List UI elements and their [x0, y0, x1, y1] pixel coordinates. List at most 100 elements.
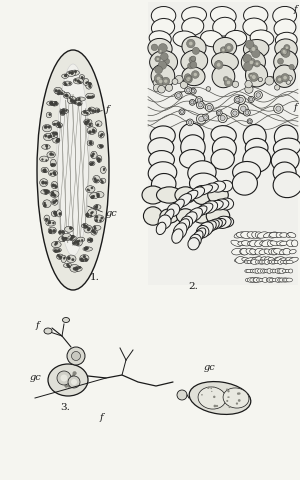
Circle shape [190, 88, 196, 94]
Circle shape [41, 181, 45, 184]
Ellipse shape [53, 248, 62, 252]
Circle shape [100, 135, 102, 137]
Circle shape [238, 399, 241, 402]
Ellipse shape [152, 173, 176, 195]
Circle shape [65, 373, 66, 375]
Circle shape [255, 62, 259, 65]
Ellipse shape [43, 200, 51, 207]
Ellipse shape [51, 101, 58, 106]
Circle shape [223, 76, 229, 82]
Circle shape [274, 85, 280, 90]
Ellipse shape [60, 109, 65, 116]
Ellipse shape [177, 219, 190, 234]
Ellipse shape [211, 181, 226, 192]
Circle shape [67, 257, 70, 260]
Ellipse shape [278, 260, 283, 264]
Ellipse shape [52, 199, 58, 205]
Circle shape [49, 222, 51, 224]
Ellipse shape [54, 87, 62, 94]
Circle shape [44, 202, 46, 204]
Circle shape [71, 237, 73, 239]
Ellipse shape [50, 191, 59, 197]
Circle shape [58, 123, 61, 126]
Circle shape [191, 71, 199, 78]
Circle shape [59, 255, 62, 259]
Ellipse shape [40, 156, 49, 162]
Ellipse shape [232, 161, 261, 182]
Ellipse shape [182, 67, 205, 85]
Ellipse shape [77, 237, 85, 242]
Circle shape [44, 192, 48, 194]
Circle shape [88, 239, 90, 241]
Ellipse shape [89, 161, 95, 166]
Ellipse shape [274, 19, 296, 37]
Circle shape [91, 155, 94, 157]
Ellipse shape [283, 260, 291, 264]
Circle shape [92, 109, 94, 113]
Circle shape [226, 400, 228, 402]
Circle shape [265, 76, 274, 85]
Ellipse shape [267, 240, 274, 246]
Circle shape [89, 86, 91, 88]
Ellipse shape [212, 52, 239, 72]
Ellipse shape [277, 269, 282, 273]
Circle shape [238, 104, 248, 114]
Circle shape [69, 97, 71, 99]
Circle shape [153, 84, 161, 92]
Ellipse shape [192, 231, 203, 244]
Circle shape [74, 100, 75, 102]
Ellipse shape [51, 181, 58, 189]
Ellipse shape [250, 260, 257, 264]
Circle shape [97, 124, 98, 126]
Ellipse shape [193, 206, 207, 217]
Ellipse shape [206, 207, 230, 225]
Circle shape [90, 162, 93, 166]
Circle shape [81, 259, 84, 262]
Circle shape [87, 81, 88, 83]
Circle shape [89, 238, 93, 241]
Ellipse shape [59, 230, 64, 235]
Ellipse shape [283, 249, 291, 255]
Ellipse shape [275, 277, 281, 283]
Ellipse shape [264, 249, 272, 254]
Circle shape [53, 201, 56, 204]
Ellipse shape [74, 266, 82, 271]
Circle shape [84, 225, 87, 228]
Ellipse shape [260, 260, 267, 264]
Circle shape [44, 126, 47, 129]
Ellipse shape [250, 249, 256, 254]
Ellipse shape [288, 232, 296, 238]
Ellipse shape [70, 264, 80, 272]
Circle shape [177, 390, 187, 400]
Ellipse shape [47, 101, 56, 106]
Ellipse shape [231, 240, 242, 246]
Ellipse shape [91, 228, 97, 235]
Circle shape [55, 250, 58, 253]
Circle shape [84, 247, 88, 250]
Circle shape [248, 73, 254, 78]
Circle shape [246, 85, 250, 89]
Circle shape [247, 119, 252, 124]
Ellipse shape [175, 187, 196, 203]
Circle shape [97, 195, 100, 198]
Ellipse shape [269, 248, 278, 255]
Circle shape [79, 97, 80, 99]
Ellipse shape [265, 269, 271, 273]
Circle shape [86, 120, 89, 124]
Circle shape [79, 81, 82, 84]
Circle shape [60, 111, 63, 114]
Circle shape [283, 50, 287, 54]
Circle shape [55, 123, 57, 125]
Ellipse shape [41, 190, 50, 194]
Circle shape [57, 138, 60, 142]
Ellipse shape [284, 260, 288, 264]
Ellipse shape [211, 126, 236, 144]
Ellipse shape [220, 217, 234, 227]
Ellipse shape [190, 187, 205, 199]
Circle shape [100, 145, 103, 148]
Circle shape [89, 142, 92, 144]
Circle shape [207, 386, 209, 389]
Ellipse shape [232, 172, 257, 195]
Circle shape [213, 396, 215, 398]
Circle shape [90, 143, 92, 144]
